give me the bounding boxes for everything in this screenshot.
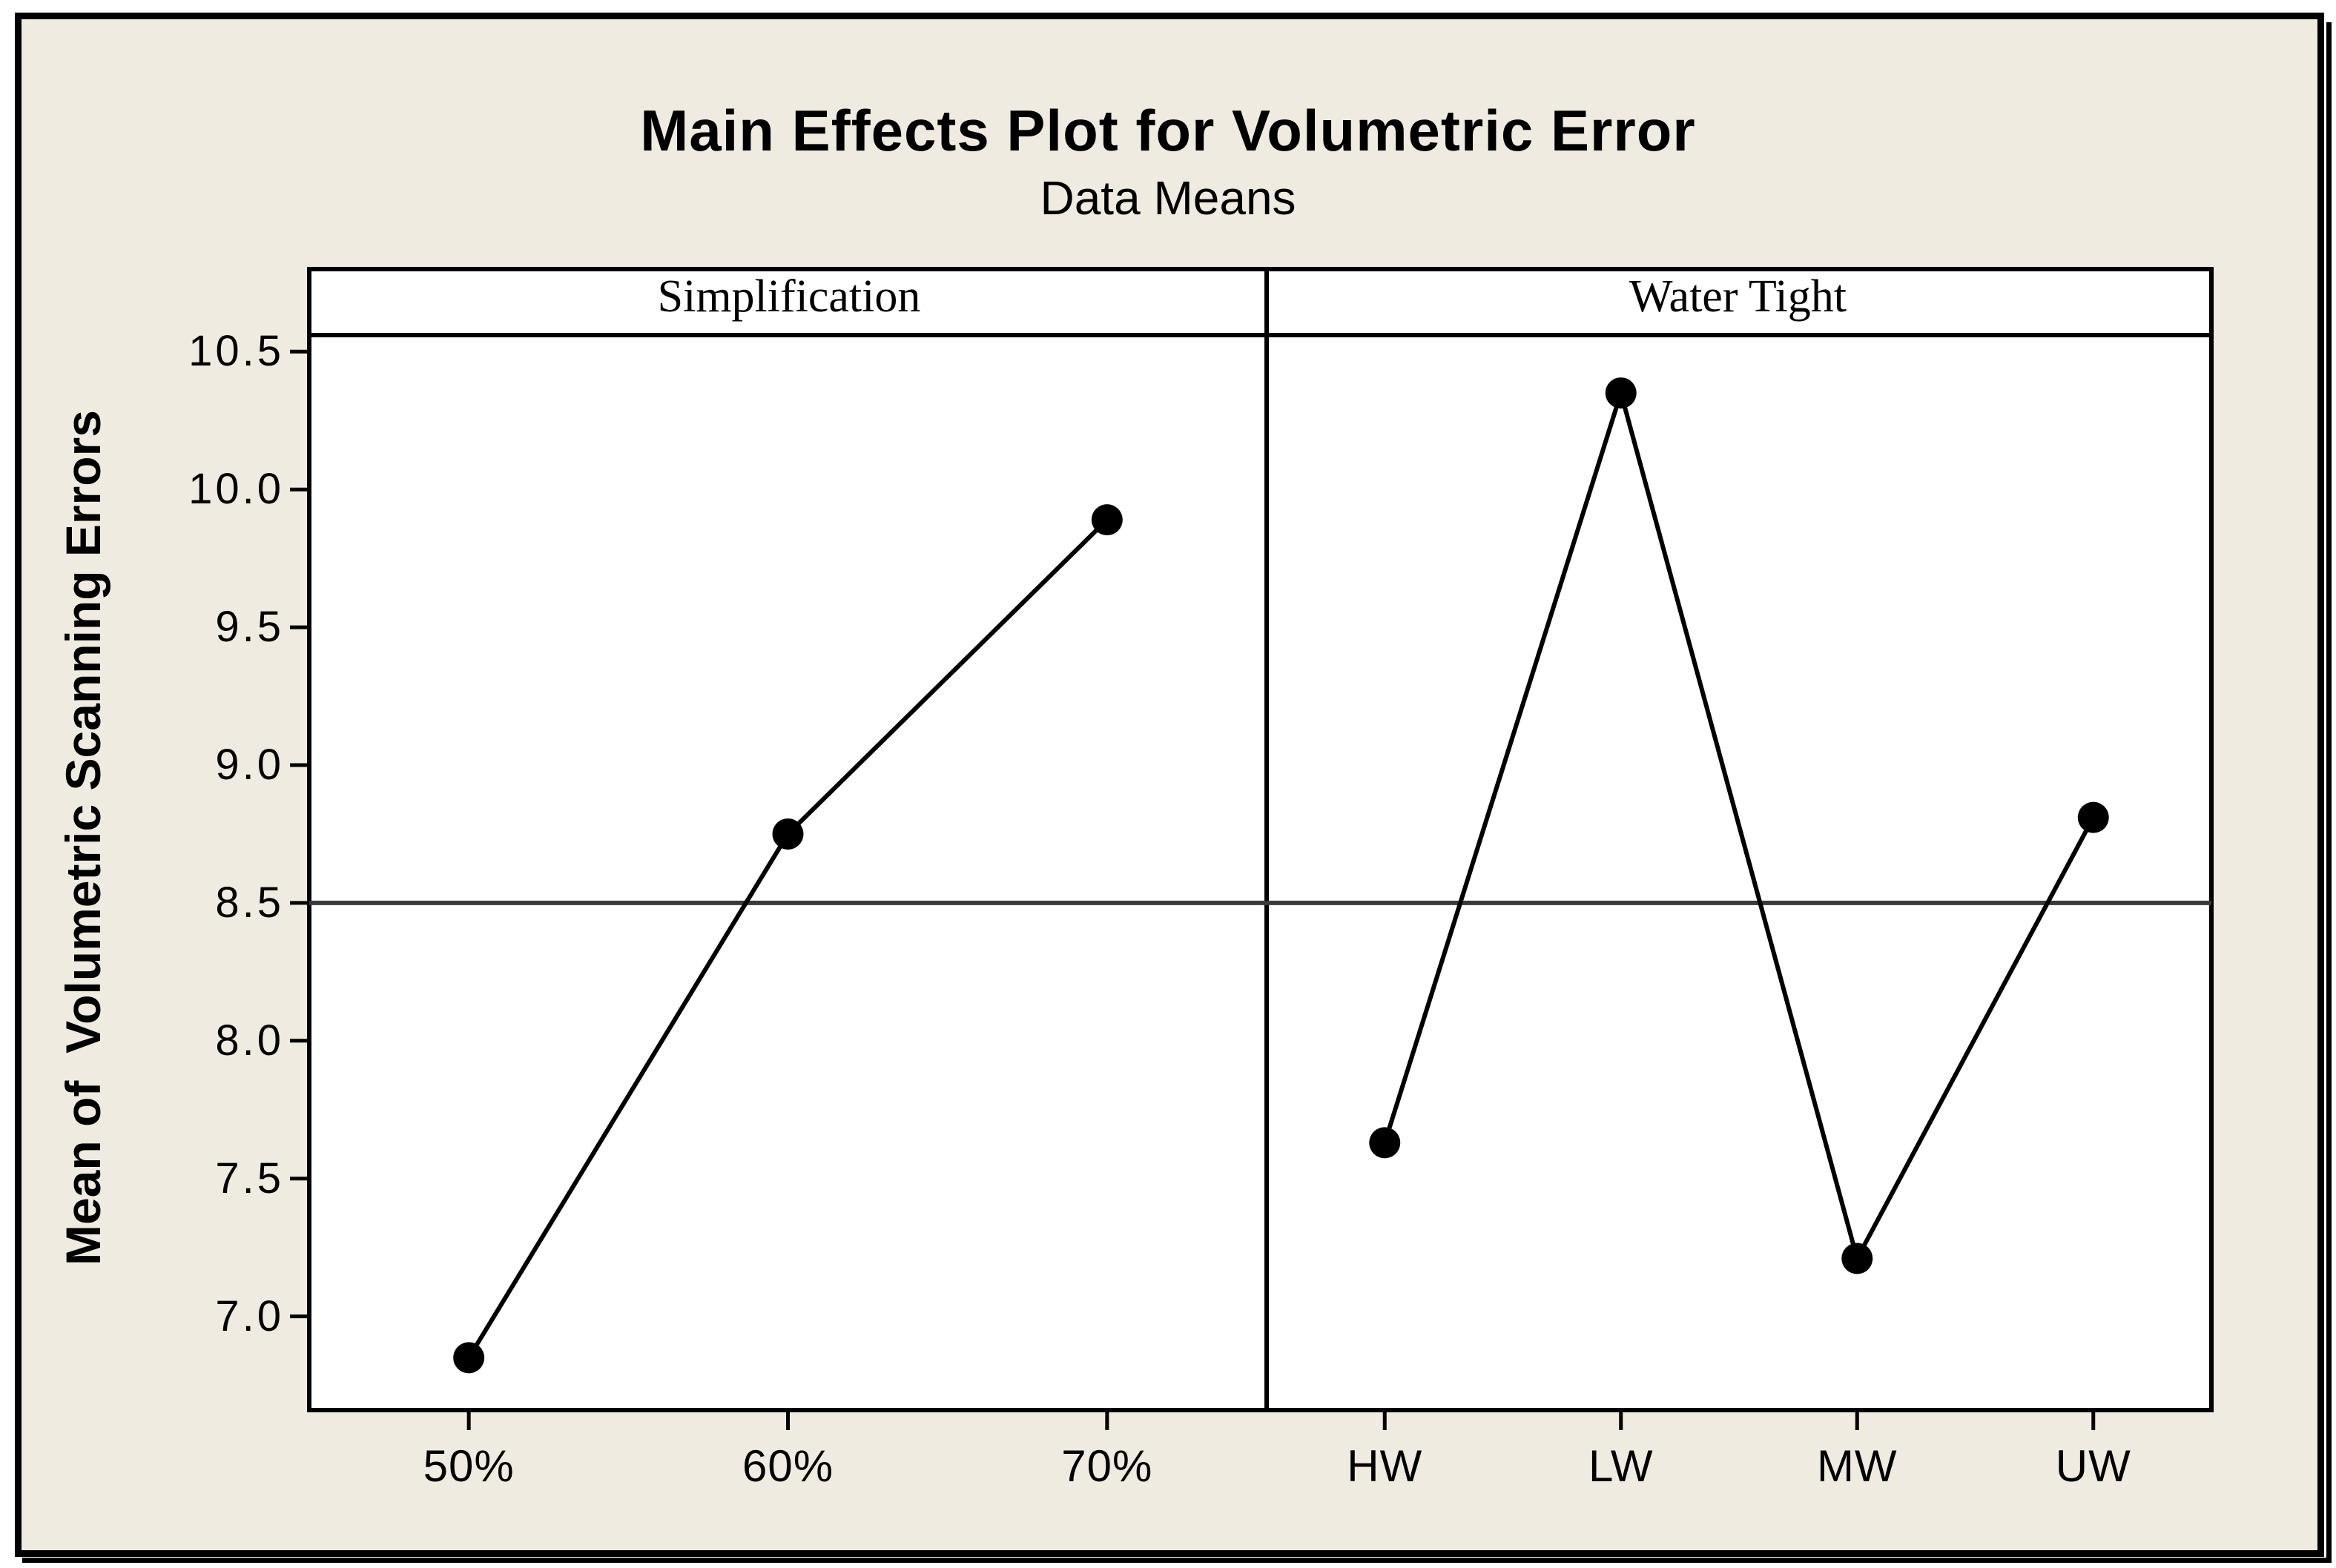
x-tick-label: HW — [1347, 1441, 1423, 1491]
data-point-marker — [453, 1342, 485, 1374]
y-tick-label: 10.5 — [188, 327, 284, 376]
x-tick-label: 50% — [423, 1441, 515, 1491]
data-point-marker — [1369, 1127, 1401, 1159]
data-point-marker — [1605, 377, 1637, 409]
data-point-marker — [2077, 801, 2109, 833]
data-point-marker — [1841, 1243, 1873, 1274]
x-tick-label: UW — [2055, 1441, 2131, 1491]
x-tick-label: 60% — [742, 1441, 834, 1491]
chart-subtitle: Data Means — [1040, 171, 1296, 225]
x-tick-label: 70% — [1061, 1441, 1153, 1491]
panel-header-water-tight: Water Tight — [1629, 271, 1847, 322]
y-tick-label: 8.0 — [215, 1016, 284, 1065]
y-tick-label: 8.5 — [215, 878, 284, 927]
data-point-marker — [1091, 504, 1123, 536]
y-tick-label: 7.5 — [215, 1154, 284, 1203]
frame-shadow-right — [2326, 22, 2332, 1563]
data-point-marker — [772, 818, 804, 850]
y-tick-label: 9.5 — [215, 603, 284, 652]
plot-area-border — [307, 267, 2214, 1412]
y-tick-label: 7.0 — [215, 1291, 284, 1340]
chart-title: Main Effects Plot for Volumetric Error — [640, 98, 1696, 163]
x-tick-label: LW — [1588, 1441, 1654, 1491]
y-tick-label: 9.0 — [215, 741, 284, 789]
x-tick-label: MW — [1816, 1441, 1898, 1491]
frame-shadow-bottom — [22, 1558, 2332, 1563]
y-axis-label: Mean of Volumetric Scanning Errors — [56, 409, 110, 1266]
series-line-water-tight — [1382, 385, 2096, 1265]
panel-header-simplification: Simplification — [657, 271, 921, 322]
y-tick-label: 10.0 — [188, 465, 284, 514]
